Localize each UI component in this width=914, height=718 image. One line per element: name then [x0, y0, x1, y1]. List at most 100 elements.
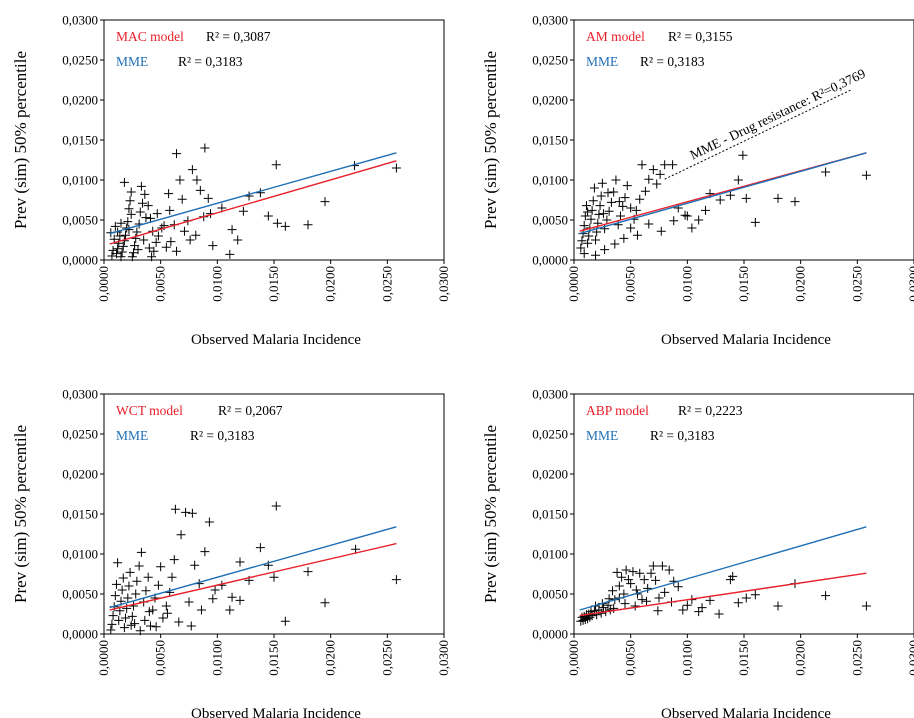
data-point [181, 507, 191, 517]
data-point [773, 601, 783, 611]
data-point [114, 615, 124, 625]
data-point [140, 615, 150, 625]
data-point [610, 239, 620, 249]
data-point [583, 207, 593, 217]
data-point [750, 590, 760, 600]
x-tick-label: 0,0300 [906, 266, 914, 302]
trendline [579, 526, 867, 611]
data-point [725, 190, 735, 200]
data-point [195, 185, 205, 195]
data-point [678, 605, 688, 615]
data-point [233, 235, 243, 245]
data-point [577, 612, 587, 622]
x-tick-label: 0,0150 [736, 266, 751, 302]
y-tick-label: 0,0000 [532, 627, 568, 642]
data-point [175, 175, 185, 185]
trendline [109, 160, 397, 245]
x-tick-label: 0,0250 [379, 640, 394, 676]
y-tick-label: 0,0250 [62, 53, 98, 68]
data-point [614, 197, 624, 207]
data-point [190, 560, 200, 570]
y-tick-label: 0,0200 [62, 93, 98, 108]
data-point [166, 237, 176, 247]
data-point [668, 160, 678, 170]
data-point [620, 193, 630, 203]
legend-r2-value: R² = 0,3183 [190, 428, 255, 443]
data-point [598, 603, 608, 613]
data-point [654, 593, 664, 603]
data-point [208, 241, 218, 251]
y-tick-label: 0,0000 [62, 253, 98, 268]
data-point [187, 508, 197, 518]
data-point [623, 575, 633, 585]
legend-series-name: ABP model [586, 403, 649, 418]
data-point [135, 207, 145, 217]
data-point [592, 610, 602, 620]
data-point [135, 626, 145, 636]
data-point [151, 622, 161, 632]
data-point [604, 206, 614, 216]
data-point [141, 213, 151, 223]
data-point [126, 209, 136, 219]
data-point [132, 227, 142, 237]
data-point [152, 209, 162, 219]
data-point [790, 197, 800, 207]
x-tick-label: 0,0300 [436, 640, 451, 676]
data-point [725, 575, 735, 585]
data-point [121, 230, 131, 240]
data-point [609, 603, 619, 613]
data-point [272, 218, 282, 228]
chart-panel-2: 0,0000 0,0050 0,0100 0,0150 0,0200 0,0250 0,03… [481, 13, 914, 348]
data-point [715, 195, 725, 205]
y-tick-label: 0,0000 [532, 253, 568, 268]
data-point [682, 600, 692, 610]
data-point [244, 191, 254, 201]
data-point [750, 217, 760, 227]
y-tick-label: 0,0200 [62, 467, 98, 482]
data-point [128, 248, 138, 258]
data-point [597, 178, 607, 188]
legend-series-name: MME [116, 54, 148, 69]
data-point [630, 601, 640, 611]
data-point [580, 211, 590, 221]
data-point [123, 593, 133, 603]
x-tick-label: 0,0150 [736, 640, 751, 676]
data-point [821, 591, 831, 601]
data-point [648, 561, 658, 571]
trendline [109, 152, 397, 235]
data-point [208, 594, 218, 604]
data-point [132, 576, 142, 586]
data-point [271, 160, 281, 170]
data-point [733, 175, 743, 185]
legend-r2-value: R² = 0,3183 [640, 54, 705, 69]
data-point [618, 201, 628, 211]
data-point [111, 579, 121, 589]
data-point [644, 219, 654, 229]
data-point [225, 605, 235, 615]
x-tick-label: 0,0300 [436, 266, 451, 302]
data-point [821, 167, 831, 177]
y-tick-label: 0,0050 [532, 213, 568, 228]
data-point [612, 567, 622, 577]
data-point [269, 572, 279, 582]
data-point [639, 575, 649, 585]
data-point [280, 221, 290, 231]
data-point [124, 204, 134, 214]
data-point [861, 170, 871, 180]
data-point [614, 581, 624, 591]
x-tick-label: 0,0050 [623, 266, 638, 302]
data-point [126, 187, 136, 197]
data-point [225, 249, 235, 259]
data-point [117, 585, 127, 595]
data-point [125, 196, 135, 206]
data-point [680, 210, 690, 220]
data-point [136, 547, 146, 557]
x-tick-label: 0,0200 [323, 640, 338, 676]
y-tick-label: 0,0050 [532, 587, 568, 602]
data-point [635, 194, 645, 204]
data-point [108, 611, 118, 621]
data-point [644, 174, 654, 184]
data-point [110, 221, 120, 231]
data-point [140, 189, 150, 199]
data-point [651, 575, 661, 585]
